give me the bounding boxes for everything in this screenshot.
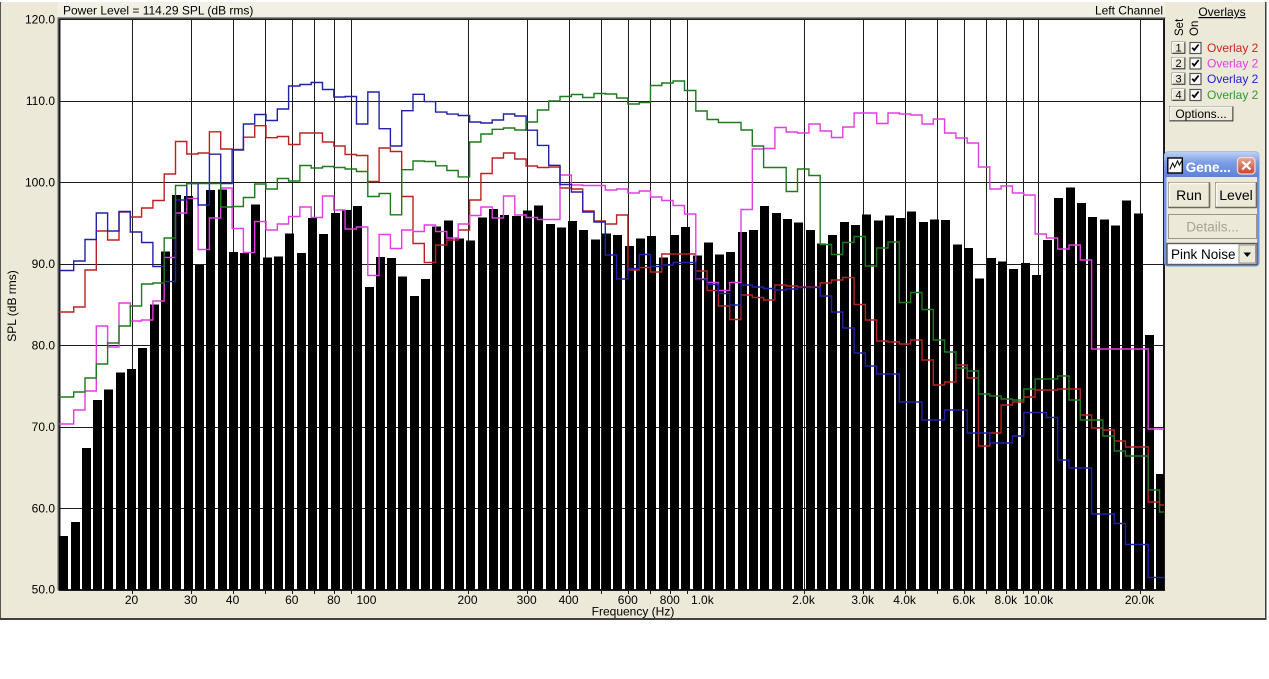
svg-text:Level: Level: [1219, 187, 1252, 203]
svg-text:1.0k: 1.0k: [691, 593, 715, 607]
svg-text:400: 400: [559, 593, 579, 607]
svg-text:70.0: 70.0: [32, 420, 56, 434]
svg-text:Frequency (Hz): Frequency (Hz): [592, 605, 675, 619]
svg-text:100.0: 100.0: [25, 176, 55, 190]
svg-text:Overlay 2: Overlay 2: [1207, 72, 1259, 86]
svg-text:600: 600: [618, 593, 638, 607]
svg-text:On: On: [1189, 21, 1201, 36]
svg-text:Left Channel: Left Channel: [1095, 4, 1163, 18]
svg-text:Overlay 2: Overlay 2: [1207, 88, 1259, 102]
svg-text:90.0: 90.0: [32, 257, 56, 271]
svg-text:30: 30: [184, 593, 198, 607]
svg-text:Power Level = 114.29 SPL (dB r: Power Level = 114.29 SPL (dB rms): [63, 4, 253, 18]
svg-text:100: 100: [356, 593, 376, 607]
svg-text:40: 40: [226, 593, 240, 607]
svg-text:3.0k: 3.0k: [851, 593, 875, 607]
svg-text:Details...: Details...: [1186, 219, 1239, 234]
svg-text:10.0k: 10.0k: [1024, 593, 1054, 607]
svg-text:50.0: 50.0: [32, 583, 56, 597]
svg-text:60.0: 60.0: [32, 501, 56, 515]
svg-text:8.0k: 8.0k: [994, 593, 1018, 607]
svg-text:Gene...: Gene...: [1186, 160, 1231, 175]
svg-text:800: 800: [660, 593, 680, 607]
svg-text:60: 60: [285, 593, 299, 607]
svg-text:110.0: 110.0: [26, 94, 55, 108]
svg-text:20.0k: 20.0k: [1125, 593, 1155, 607]
svg-text:Pink Noise: Pink Noise: [1171, 247, 1236, 262]
svg-text:120.0: 120.0: [25, 13, 55, 27]
svg-text:80: 80: [327, 593, 341, 607]
svg-text:20: 20: [125, 593, 139, 607]
svg-text:Set: Set: [1174, 18, 1186, 36]
svg-text:SPL (dB rms): SPL (dB rms): [5, 270, 19, 342]
svg-text:Run: Run: [1176, 187, 1202, 203]
svg-text:2.0k: 2.0k: [792, 593, 816, 607]
svg-text:Options...: Options...: [1175, 107, 1226, 121]
svg-text:300: 300: [517, 593, 537, 607]
svg-text:Overlay 2: Overlay 2: [1207, 41, 1259, 55]
svg-text:1: 1: [1175, 43, 1181, 55]
svg-text:4: 4: [1175, 90, 1181, 102]
svg-text:3: 3: [1175, 74, 1181, 86]
svg-text:4.0k: 4.0k: [893, 593, 917, 607]
svg-text:80.0: 80.0: [32, 338, 56, 352]
svg-text:200: 200: [457, 593, 477, 607]
svg-text:Overlay 2: Overlay 2: [1207, 57, 1259, 71]
svg-text:2: 2: [1175, 58, 1181, 70]
svg-text:Overlays: Overlays: [1198, 5, 1245, 19]
svg-text:6.0k: 6.0k: [952, 593, 976, 607]
